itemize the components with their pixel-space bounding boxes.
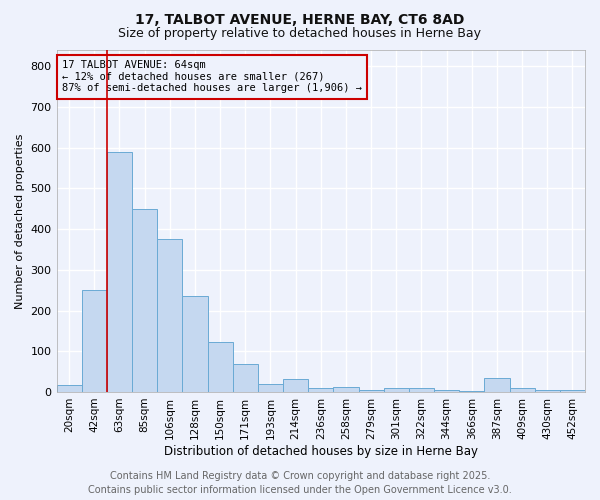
Bar [233, 364, 258, 392]
Bar [383, 388, 409, 392]
Bar [308, 388, 334, 392]
Bar [132, 209, 157, 392]
Bar [56, 385, 82, 392]
Bar [258, 384, 283, 392]
Y-axis label: Number of detached properties: Number of detached properties [15, 134, 25, 308]
Text: 17, TALBOT AVENUE, HERNE BAY, CT6 8AD: 17, TALBOT AVENUE, HERNE BAY, CT6 8AD [136, 12, 464, 26]
Bar [459, 390, 484, 392]
Bar [334, 387, 359, 392]
Bar [409, 388, 434, 392]
Bar [82, 290, 107, 392]
Bar [434, 390, 459, 392]
Bar [509, 388, 535, 392]
Bar [283, 379, 308, 392]
Bar [535, 390, 560, 392]
X-axis label: Distribution of detached houses by size in Herne Bay: Distribution of detached houses by size … [164, 444, 478, 458]
Text: Contains HM Land Registry data © Crown copyright and database right 2025.
Contai: Contains HM Land Registry data © Crown c… [88, 471, 512, 495]
Bar [182, 296, 208, 392]
Bar [560, 390, 585, 392]
Bar [208, 342, 233, 392]
Text: 17 TALBOT AVENUE: 64sqm
← 12% of detached houses are smaller (267)
87% of semi-d: 17 TALBOT AVENUE: 64sqm ← 12% of detache… [62, 60, 362, 94]
Text: Size of property relative to detached houses in Herne Bay: Size of property relative to detached ho… [119, 28, 482, 40]
Bar [107, 152, 132, 392]
Bar [484, 378, 509, 392]
Bar [359, 390, 383, 392]
Bar [157, 240, 182, 392]
